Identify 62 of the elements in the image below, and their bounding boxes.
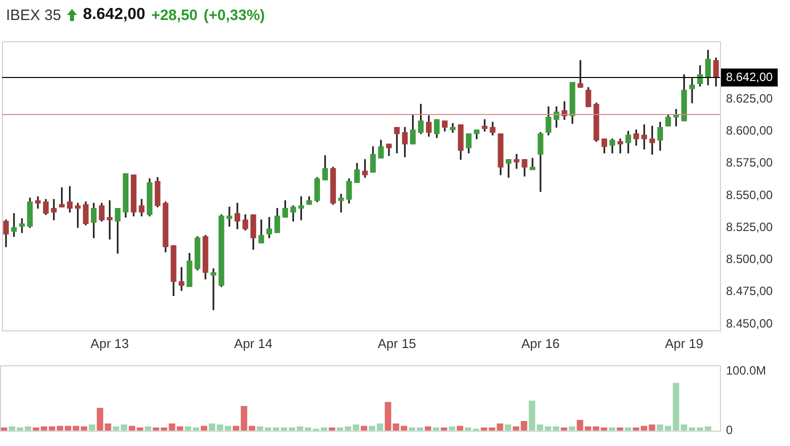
x-tick-label: Apr 16	[521, 336, 560, 351]
bar	[560, 427, 568, 431]
bar	[304, 427, 312, 431]
bar	[688, 427, 696, 431]
bar	[632, 427, 640, 431]
bar	[408, 427, 416, 431]
bar	[416, 427, 424, 431]
bar	[136, 427, 144, 431]
bar	[0, 427, 8, 431]
ref-line-label: 8.642,00	[726, 70, 774, 84]
bar	[480, 427, 488, 431]
candlestick	[11, 213, 17, 237]
bar	[624, 427, 632, 431]
bar	[464, 427, 472, 431]
bar	[192, 427, 200, 431]
x-tick-label: Apr 19	[664, 336, 704, 351]
y-tick-label: 8.450,00	[726, 316, 774, 330]
bar	[264, 427, 272, 431]
y-tick-label: 8.625,00	[726, 91, 774, 106]
bar	[696, 427, 704, 431]
bar	[240, 406, 248, 431]
candlestick	[178, 267, 184, 291]
bar	[672, 382, 680, 431]
text: +28,50	[151, 6, 198, 24]
y-tick-label: 8.550,00	[726, 188, 774, 202]
candlestick	[689, 78, 695, 104]
bar	[280, 427, 288, 431]
bar	[336, 427, 344, 431]
text: 8.642,00	[83, 6, 146, 24]
candlestick	[362, 159, 368, 178]
candlestick	[338, 194, 344, 212]
x-tick-label: Apr 13	[90, 336, 129, 351]
chart-title: IBEX 35	[6, 6, 62, 24]
bar	[16, 427, 24, 431]
bar	[600, 427, 608, 431]
bar	[328, 427, 336, 431]
bar	[160, 427, 168, 431]
bar	[384, 402, 392, 431]
y-tick-label: 8.600,00	[726, 123, 774, 138]
bar	[152, 427, 160, 431]
y-tick-label: 100.0M	[726, 363, 766, 378]
candlestick	[514, 154, 520, 169]
bar	[272, 427, 280, 431]
bar	[528, 400, 536, 431]
bar	[440, 427, 448, 431]
bar	[488, 427, 496, 431]
text: (+0,33%)	[204, 6, 265, 24]
x-tick-label: Apr 15	[378, 336, 416, 351]
bar	[288, 427, 296, 431]
candlestick	[19, 218, 25, 234]
bar	[96, 408, 104, 431]
bar	[32, 427, 40, 431]
bar	[432, 427, 440, 431]
y-tick-label: 8.525,00	[726, 220, 774, 234]
y-tick-label: 8.575,00	[726, 156, 774, 170]
bar	[608, 427, 616, 431]
bar	[616, 427, 624, 431]
y-tick-label: 8.475,00	[726, 284, 774, 298]
bar	[320, 427, 328, 431]
x-tick-label: Apr 14	[234, 336, 272, 351]
y-tick-label: 0	[726, 423, 733, 438]
y-tick-label: 8.500,00	[726, 252, 774, 266]
